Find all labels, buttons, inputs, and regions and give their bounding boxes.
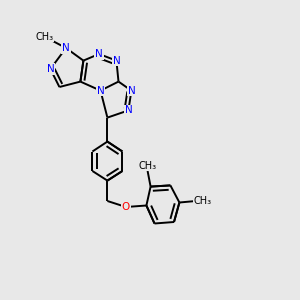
- Text: CH₃: CH₃: [35, 32, 53, 42]
- Text: CH₃: CH₃: [139, 160, 157, 171]
- Text: N: N: [46, 64, 54, 74]
- Text: O: O: [122, 202, 130, 212]
- Text: N: N: [97, 85, 104, 96]
- Text: N: N: [112, 56, 120, 66]
- Text: CH₃: CH₃: [194, 196, 211, 206]
- Text: N: N: [128, 85, 135, 96]
- Text: N: N: [62, 43, 70, 53]
- Text: N: N: [95, 49, 103, 59]
- Text: N: N: [124, 105, 132, 116]
